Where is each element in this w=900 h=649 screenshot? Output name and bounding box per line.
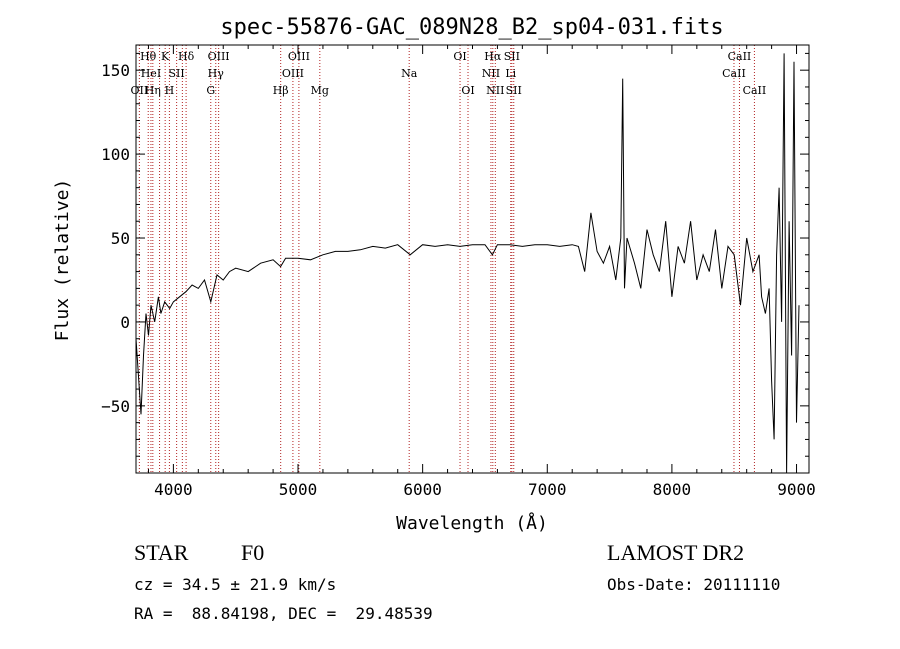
subclass-label: F0 <box>241 540 265 565</box>
spectrum-line <box>135 53 800 474</box>
marker-label-3727: OII <box>131 84 149 97</box>
y-tick-label-50: 50 <box>111 229 130 248</box>
marker-label-5007: OIII <box>288 50 310 63</box>
marker-label-6300: OI <box>453 50 466 63</box>
chart-title: spec-55876-GAC_089N28_B2_sp04-031.fits <box>220 15 723 40</box>
marker-label-4102: Hδ <box>178 50 195 63</box>
marker-label-4959: OIII <box>282 67 304 80</box>
marker-label-3798: Hθ <box>140 50 157 63</box>
marker-label-3934: K <box>161 50 170 63</box>
marker-label-8662: CaII <box>743 84 767 97</box>
marker-label-6364: OI <box>461 84 474 97</box>
y-tick-label-0: 0 <box>120 313 130 332</box>
emission-line-markers <box>138 45 755 473</box>
y-axis-label: Flux (relative) <box>52 179 73 342</box>
marker-label-8542: CaII <box>728 50 752 63</box>
marker-label-6731: SII <box>506 84 522 97</box>
marker-label-4026: SII <box>169 67 185 80</box>
y-tick-label--50: −50 <box>101 397 130 416</box>
x-tick-label-5000: 5000 <box>279 480 318 499</box>
marker-label-4300: G <box>206 84 215 97</box>
marker-label-5892: Na <box>401 67 418 80</box>
marker-label-5175: Mg <box>311 84 329 97</box>
survey-label: LAMOST DR2 <box>607 540 745 565</box>
y-tick-label-100: 100 <box>101 145 130 164</box>
redshift-text: cz = 34.5 ± 21.9 km/s <box>134 575 337 594</box>
marker-label-6583: NII <box>486 84 504 97</box>
marker-label-6548: NII <box>482 67 500 80</box>
marker-label-3968: H <box>165 84 175 97</box>
marker-label-6563: Hα <box>484 50 502 63</box>
obs-date-text: Obs-Date: 20111110 <box>607 575 781 594</box>
emission-line-labels: OII Hθ HeI Hη K H SII Hδ G Hγ OIII Hβ OIII OIII Mg Na OI… <box>131 50 767 97</box>
plot-frame <box>135 44 810 474</box>
marker-label-4363: OIII <box>208 50 230 63</box>
x-tick-label-6000: 6000 <box>403 480 442 499</box>
marker-label-3835: Hη <box>145 84 161 97</box>
marker-label-6707: Li <box>505 67 516 80</box>
marker-label-4861: Hβ <box>273 84 289 97</box>
marker-label-4340: Hγ <box>208 67 225 80</box>
x-tick-label-7000: 7000 <box>528 480 567 499</box>
marker-label-3820: HeI <box>141 67 161 80</box>
class-label: STAR <box>134 540 189 565</box>
y-tick-label-150: 150 <box>101 61 130 80</box>
x-axis-label: Wavelength (Å) <box>396 512 548 534</box>
marker-label-6716: SII <box>504 50 520 63</box>
x-tick-label-4000: 4000 <box>154 480 193 499</box>
x-tick-label-8000: 8000 <box>653 480 692 499</box>
marker-label-8498: CaII <box>722 67 746 80</box>
x-tick-label-9000: 9000 <box>777 480 816 499</box>
axis-ticks: 4000 5000 6000 7000 8000 9000 −50 0 50 100 150 <box>101 45 816 499</box>
coordinates-text: RA = 88.84198, DEC = 29.48539 <box>134 604 433 623</box>
